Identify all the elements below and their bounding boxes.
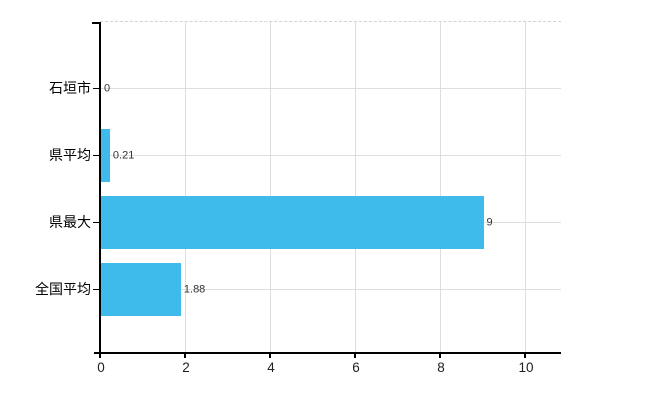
category-label: 県最大 — [49, 214, 91, 230]
plot-top-border — [100, 21, 561, 22]
gridline-vertical — [185, 22, 186, 352]
gridline-vertical — [270, 22, 271, 352]
gridline-horizontal — [100, 289, 561, 290]
y-axis-line — [99, 22, 101, 358]
y-axis-category-tick — [93, 221, 99, 223]
category-label: 県平均 — [49, 147, 91, 163]
y-axis-category-tick — [93, 288, 99, 290]
bar-value-label: 0 — [104, 82, 111, 94]
x-axis-tick — [524, 352, 526, 358]
gridline-vertical — [525, 22, 526, 352]
gridline-vertical — [440, 22, 441, 352]
gridline-horizontal — [100, 88, 561, 89]
x-axis-tick — [269, 352, 271, 358]
x-axis-tick — [354, 352, 356, 358]
bar-2 — [101, 195, 484, 249]
x-tick-label: 0 — [97, 360, 105, 375]
bar-1 — [101, 128, 110, 182]
gridline-vertical — [355, 22, 356, 352]
x-axis-line — [94, 352, 561, 354]
bar-value-label: 0.21 — [112, 149, 135, 161]
x-tick-label: 10 — [518, 360, 534, 375]
bar-value-label: 1.88 — [183, 283, 206, 295]
y-axis-category-tick — [93, 154, 99, 156]
bar-3 — [101, 262, 181, 316]
category-label: 石垣市 — [49, 80, 91, 96]
y-axis-category-tick — [93, 87, 99, 89]
x-axis-tick — [99, 352, 101, 358]
x-axis-tick — [439, 352, 441, 358]
bar-value-label: 9 — [486, 216, 493, 228]
x-tick-label: 8 — [437, 360, 445, 375]
gridline-horizontal — [100, 155, 561, 156]
x-axis-tick — [184, 352, 186, 358]
x-tick-label: 6 — [352, 360, 360, 375]
y-axis-top-tick — [92, 22, 99, 24]
x-tick-label: 4 — [267, 360, 275, 375]
x-tick-label: 2 — [182, 360, 190, 375]
category-label: 全国平均 — [35, 281, 91, 297]
